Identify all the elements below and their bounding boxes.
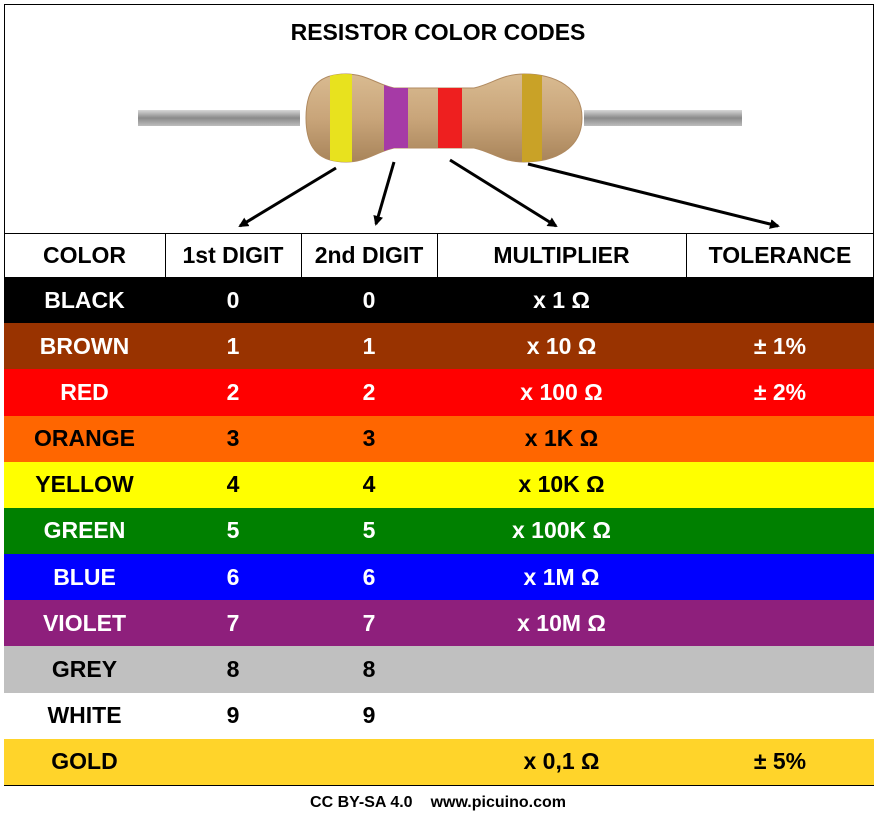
cell-tolerance: ± 2% — [753, 378, 807, 405]
cell-color: YELLOW — [35, 471, 134, 498]
table-row-blue: BLUE 6 6 x 1M Ω — [4, 554, 874, 601]
footer: CC BY-SA 4.0 www.picuino.com — [0, 794, 876, 812]
cell-digit1: 8 — [226, 656, 240, 683]
resistor-illustration — [138, 73, 742, 163]
arrow-to-multiplier — [449, 158, 558, 228]
cell-color: GOLD — [51, 748, 118, 775]
cell-multiplier: x 100K Ω — [512, 517, 611, 544]
cell-digit2: 2 — [362, 378, 376, 405]
cell-multiplier: x 1 Ω — [533, 286, 590, 313]
cell-color: VIOLET — [42, 609, 127, 636]
cell-multiplier: x 1K Ω — [524, 425, 599, 452]
cell-digit2: 4 — [362, 471, 376, 498]
cell-color: WHITE — [47, 702, 122, 729]
cell-tolerance — [686, 646, 874, 692]
tolerance-band — [522, 74, 542, 162]
cell-tolerance — [686, 600, 874, 646]
table-row-brown: BROWN 1 1 x 10 Ω ± 1% — [4, 323, 874, 370]
cell-tolerance — [686, 277, 874, 323]
band-pointer-arrows — [238, 158, 780, 229]
cell-multiplier: x 100 Ω — [520, 378, 603, 405]
cell-multiplier: x 1M Ω — [523, 563, 600, 590]
arrow-to-2nd-digit — [373, 161, 396, 226]
cell-multiplier: x 10K Ω — [518, 471, 605, 498]
cell-multiplier: x 10 Ω — [526, 332, 597, 359]
cell-digit1: 9 — [226, 702, 240, 729]
cell-color: RED — [60, 378, 109, 405]
table-row-green: GREEN 5 5 x 100K Ω — [4, 507, 874, 555]
website-text: www.picuino.com — [430, 794, 566, 811]
table-row-orange: ORANGE 3 3 x 1K Ω — [4, 415, 874, 462]
cell-tolerance — [686, 416, 874, 462]
2nd-digit-band — [384, 74, 408, 162]
cell-multiplier — [437, 646, 686, 692]
cell-digit1: 2 — [226, 378, 240, 405]
cell-tolerance — [686, 554, 874, 600]
cell-digit2: 6 — [362, 563, 376, 590]
header-1st-digit: 1st DIGIT — [182, 241, 284, 268]
license-text: CC BY-SA 4.0 — [310, 794, 413, 811]
chart-title: RESISTOR COLOR CODES — [291, 19, 586, 45]
cell-digit2: 9 — [362, 702, 376, 729]
cell-digit1: 5 — [226, 517, 240, 544]
cell-multiplier: x 0,1 Ω — [523, 748, 600, 775]
cell-multiplier — [437, 693, 686, 739]
table-row-violet: VIOLET 7 7 x 10M Ω — [4, 600, 874, 647]
right-lead — [584, 110, 742, 126]
cell-color: BROWN — [39, 332, 130, 359]
cell-tolerance: ± 5% — [753, 748, 807, 775]
cell-color: BLUE — [53, 563, 116, 590]
table-row-yellow: YELLOW 4 4 x 10K Ω — [4, 461, 874, 508]
cell-digit1: 7 — [226, 609, 240, 636]
cell-digit2: 3 — [362, 425, 376, 452]
cell-color: BLACK — [44, 286, 125, 313]
header-tolerance: TOLERANCE — [708, 241, 852, 268]
table-row-gold: GOLD x 0,1 Ω ± 5% — [4, 738, 874, 785]
left-lead — [138, 110, 300, 126]
table-row-grey: GREY 8 8 — [4, 646, 874, 693]
1st-digit-band — [330, 74, 352, 162]
table-row-black: BLACK 0 0 x 1 Ω — [4, 277, 874, 324]
header-2nd-digit: 2nd DIGIT — [314, 241, 424, 268]
cell-color: ORANGE — [34, 425, 135, 452]
cell-multiplier: x 10M Ω — [517, 609, 606, 636]
cell-digit2: 0 — [362, 286, 376, 313]
cell-digit1: 3 — [226, 425, 240, 452]
arrow-to-1st-digit — [238, 166, 337, 228]
cell-tolerance — [686, 462, 874, 508]
cell-tolerance — [686, 693, 874, 739]
cell-digit1 — [165, 739, 301, 785]
color-code-chart: RESISTOR COLOR CODES — [4, 4, 874, 786]
table-row-red: RED 2 2 x 100 Ω ± 2% — [4, 369, 874, 416]
cell-digit2: 1 — [362, 332, 376, 359]
chart-graphics: RESISTOR COLOR CODES — [4, 4, 874, 786]
cell-color: GREY — [51, 656, 118, 683]
cell-digit1: 6 — [226, 563, 240, 590]
table-header-row: COLOR 1st DIGIT 2nd DIGIT MULTIPLIER TOL… — [4, 233, 874, 277]
table-row-white: WHITE 9 9 — [4, 692, 874, 739]
cell-digit2: 7 — [362, 609, 376, 636]
cell-color: GREEN — [43, 517, 126, 544]
cell-digit2 — [301, 739, 437, 785]
arrow-to-tolerance — [527, 162, 780, 229]
cell-tolerance: ± 1% — [753, 332, 807, 359]
cell-digit2: 8 — [362, 656, 376, 683]
header-color: COLOR — [42, 241, 127, 268]
cell-digit2: 5 — [362, 517, 376, 544]
cell-digit1: 0 — [226, 286, 240, 313]
cell-digit1: 4 — [226, 471, 240, 498]
header-multiplier: MULTIPLIER — [493, 241, 630, 268]
multiplier-band — [438, 74, 462, 162]
cell-tolerance — [686, 508, 874, 554]
cell-digit1: 1 — [226, 332, 240, 359]
